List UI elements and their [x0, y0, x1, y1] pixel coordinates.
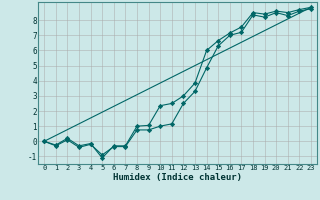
- X-axis label: Humidex (Indice chaleur): Humidex (Indice chaleur): [113, 173, 242, 182]
